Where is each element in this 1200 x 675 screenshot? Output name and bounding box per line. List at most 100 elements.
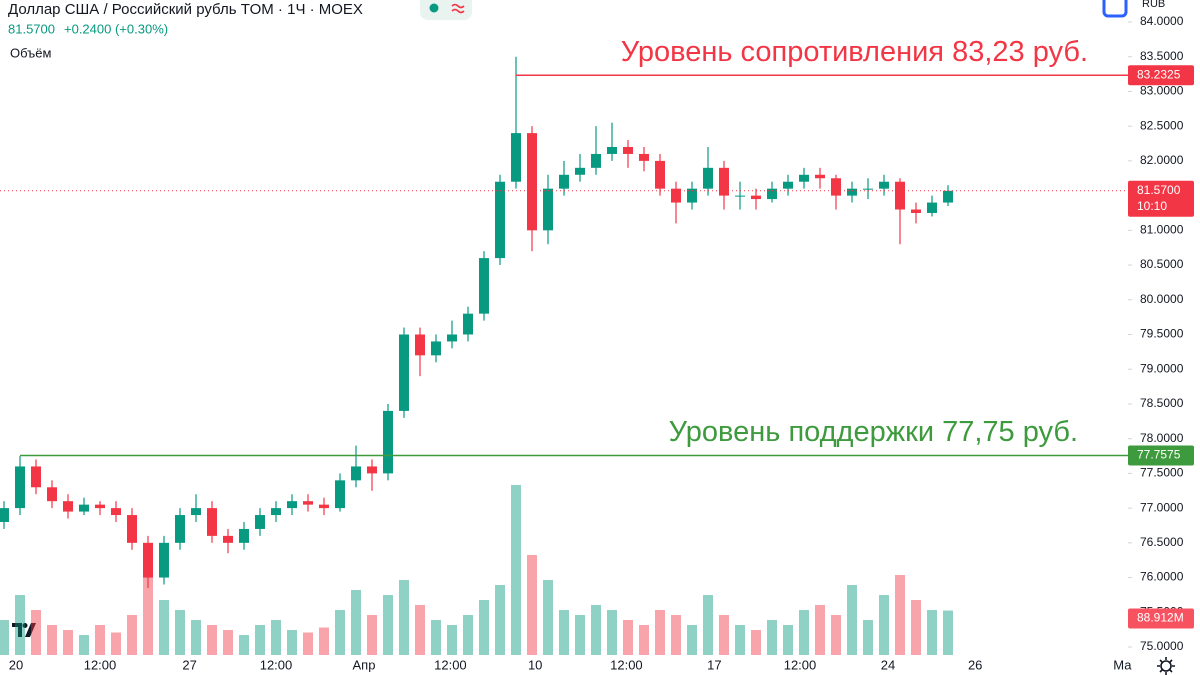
candle-body [383,410,393,474]
volume-bar [575,615,585,655]
volume-bar [831,615,841,655]
candle-body [735,195,745,197]
y-tick-label: 80.5000 [1140,257,1184,271]
candle-body [63,501,73,512]
settings-icon[interactable] [1157,657,1175,675]
level-tag-label: 77.7575 [1137,448,1181,462]
volume-bar [95,625,105,655]
candle-body [751,195,761,200]
volume-bar [479,600,489,655]
volume-bar [751,630,761,655]
y-tick-label: 82.0000 [1140,153,1184,167]
y-tick-label: 79.0000 [1140,361,1184,375]
x-tick-label: 27 [182,657,196,672]
level-annotation: Уровень поддержки 77,75 руб. [669,416,1078,448]
volume-bar [31,610,41,655]
volume-bar [543,580,553,655]
volume-bar [943,610,953,655]
volume-bar [559,610,569,655]
y-tick-label: 81.0000 [1140,223,1184,237]
candle-body [847,188,857,196]
candle-body [239,528,249,543]
volume-bar [399,580,409,655]
volume-bar [735,625,745,655]
candle-body [559,174,569,189]
header-price: 81.5700 [8,21,55,36]
candle-body [895,181,905,210]
x-tick-label: 17 [707,657,721,672]
volume-bar [127,615,137,655]
candle-body [0,508,9,522]
volume-bar [591,605,601,655]
candle-body [399,334,409,411]
volume-bar [431,620,441,655]
candle-body [95,504,105,509]
gear-teeth [1157,657,1175,675]
layout-icon[interactable] [1102,0,1128,18]
level-tag [1128,65,1194,86]
candle-body [303,501,313,505]
y-tick-label: 75.0000 [1140,639,1184,653]
volume-bar [655,610,665,655]
candle-body [31,466,41,488]
volume-bar [207,625,217,655]
candle-body [207,508,217,536]
candle-body [271,508,281,516]
volume-bar [15,595,25,655]
candle-body [703,167,713,189]
indicator-pill[interactable] [420,0,472,20]
candle-body [495,181,505,259]
y-tick-label: 83.5000 [1140,49,1184,63]
x-tick-label: 24 [881,657,895,672]
volume-bar [287,630,297,655]
y-tick-label: 79.5000 [1140,327,1184,341]
header-change: +0.2400 (+0.30%) [64,21,168,36]
volume-bar [607,610,617,655]
candle-body [175,515,185,543]
candle-body [687,188,697,203]
candle-body [255,515,265,529]
volume-tag [1128,608,1194,629]
volume-bar [895,575,905,655]
y-tick-label: 77.0000 [1140,500,1184,514]
y-tick-label: 83.0000 [1140,84,1184,98]
candle-body [479,258,489,314]
gear [1160,660,1172,672]
candle-body [639,153,649,161]
level-tag [1128,445,1194,466]
volume-bar [271,620,281,655]
volume-bar [143,575,153,655]
x-tick-label: 26 [968,657,982,672]
volume-bar [495,585,505,655]
volume-bar [447,625,457,655]
candle-body [671,188,681,203]
x-tick-label: Ма [1113,657,1132,672]
candle-body [943,190,953,203]
volume-bar [303,632,313,655]
candle-body [527,133,537,231]
volume-tag-label: 88.912M [1137,611,1184,625]
level-tag-label: 83.2325 [1137,67,1181,81]
volume-bar [159,600,169,655]
candle-body [447,334,457,342]
candle-body [111,508,121,516]
candle-body [15,466,25,509]
y-tick-label: 78.0000 [1140,431,1184,445]
volume-bar [783,625,793,655]
candle-body [191,508,201,516]
candle-body [927,202,937,213]
currency-select[interactable]: RUB [1142,0,1165,10]
volume-bar [191,620,201,655]
x-tick-label: 20 [9,657,23,672]
tv-logo [12,623,36,637]
volume-bar [511,485,521,655]
volume-bar [687,625,697,655]
candle-body [367,466,377,474]
price-axis-bg [1128,14,1200,654]
x-tick-label: 12:00 [434,657,467,672]
candle-body [79,504,89,512]
volume-bar [623,620,633,655]
volume-bar [175,610,185,655]
candle-body [511,133,521,182]
